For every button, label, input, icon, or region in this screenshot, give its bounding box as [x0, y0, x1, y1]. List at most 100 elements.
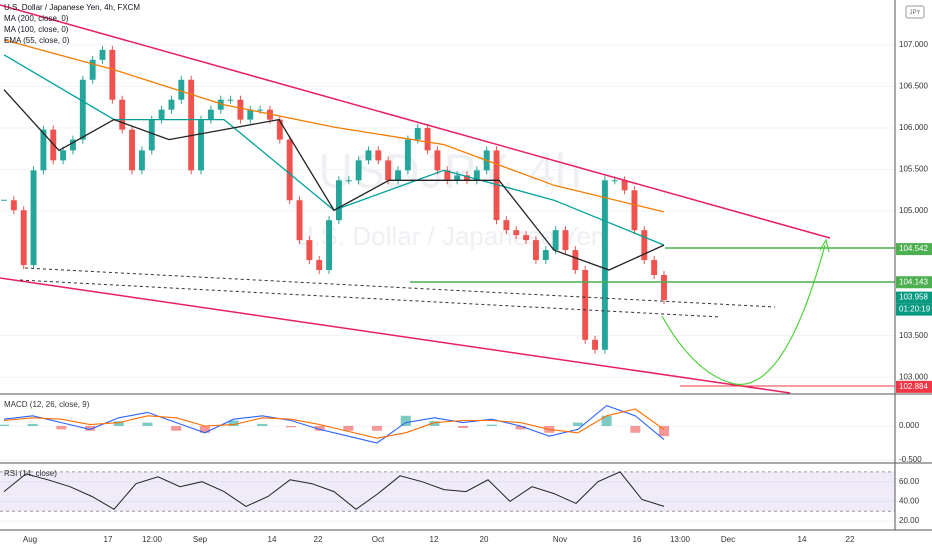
- candle: [473, 170, 480, 181]
- candle: [345, 180, 352, 182]
- time-tick-label: 16: [633, 535, 642, 544]
- candle: [641, 230, 648, 261]
- candle: [158, 109, 165, 120]
- y-tick-label: 103.000: [899, 372, 928, 381]
- candle: [375, 150, 382, 161]
- legend-entry: MA (200, close, 0): [4, 14, 69, 23]
- currency-badge[interactable]: [905, 5, 925, 19]
- candle: [582, 270, 589, 340]
- histogram-bar: [372, 425, 383, 431]
- y-tick-label: 105.500: [899, 165, 928, 174]
- candle: [404, 139, 411, 171]
- candle: [552, 230, 559, 251]
- dashed-line: [19, 279, 721, 318]
- candle: [207, 109, 214, 120]
- histogram-bar: [113, 421, 124, 426]
- countdown: 01:20:19: [899, 305, 931, 314]
- time-tick-label: Nov: [553, 535, 567, 544]
- time-tick-label: Aug: [23, 535, 37, 544]
- time-tick-label: 14: [268, 535, 277, 544]
- candle: [493, 150, 500, 221]
- histogram-bar: [142, 422, 153, 426]
- histogram-bar: [228, 420, 239, 426]
- candle: [257, 109, 264, 111]
- y-tick-label: 103.500: [899, 331, 928, 340]
- rsi-line: [3, 471, 665, 510]
- histogram-bar: [257, 423, 268, 426]
- dashed-line: [24, 267, 776, 308]
- histogram-bar: [429, 421, 440, 426]
- moving-average: [3, 89, 665, 271]
- histogram-bar: [572, 422, 583, 426]
- price-label-box: [896, 291, 932, 304]
- candle: [395, 170, 401, 181]
- time-tick-label: 17: [104, 535, 113, 544]
- candle: [661, 275, 667, 300]
- candle: [513, 230, 520, 236]
- candle: [414, 127, 421, 140]
- candle: [129, 129, 136, 171]
- candle: [631, 190, 638, 231]
- candle: [454, 175, 461, 181]
- watermark-name: U.S. Dollar / Japanese Yen: [295, 221, 606, 251]
- legend-entry: MA (100, close, 0): [4, 25, 69, 34]
- candle: [296, 200, 303, 241]
- candle: [227, 99, 234, 101]
- candle: [651, 260, 658, 276]
- y-tick-label: 106.000: [899, 123, 928, 132]
- candle: [198, 119, 204, 171]
- candle: [30, 170, 37, 266]
- candle: [168, 99, 175, 110]
- histogram-bar: [56, 425, 67, 430]
- candle: [592, 339, 598, 350]
- candle: [335, 180, 342, 221]
- time-tick-label: 22: [846, 535, 855, 544]
- candle: [247, 109, 254, 120]
- candle: [217, 99, 224, 110]
- candle: [40, 129, 47, 171]
- legend-entry: EMA (55, close, 0): [4, 36, 70, 45]
- time-tick-label: 14: [798, 535, 807, 544]
- indicator-title: RSI (14, close): [4, 469, 57, 478]
- candle: [306, 240, 313, 261]
- label-layer: 107.000 106.500 106.000 105.500 105.000 103.5…: [4, 3, 932, 544]
- histogram-bar: [515, 425, 526, 430]
- time-tick-label: 12:00: [142, 535, 163, 544]
- time-tick-label: 13:00: [670, 535, 691, 544]
- y-tick-label: 60.00: [899, 477, 920, 486]
- time-tick-label: 12: [430, 535, 439, 544]
- candle: [70, 139, 76, 151]
- price-label: 102.884: [899, 382, 928, 391]
- candle: [148, 119, 155, 151]
- candle: [434, 150, 441, 171]
- candle: [20, 210, 27, 266]
- moving-average: [3, 39, 665, 213]
- y-tick-label: 107.000: [899, 40, 928, 49]
- histogram-bar: [601, 415, 612, 426]
- histogram-bar: [400, 415, 411, 426]
- histogram-bar: [458, 425, 469, 429]
- candle: [99, 49, 106, 60]
- channel-bottom: [0, 277, 791, 394]
- candle: [572, 250, 579, 271]
- currency-label: JPY: [909, 10, 920, 16]
- candle: [316, 260, 323, 271]
- price-label: 104.542: [899, 244, 928, 253]
- candle: [237, 99, 244, 120]
- time-tick-label: Oct: [372, 535, 385, 544]
- price-label-box: [896, 276, 932, 289]
- time-tick-label: 20: [480, 535, 489, 544]
- rsi-band: [0, 471, 895, 512]
- candle: [611, 180, 618, 182]
- candle: [562, 230, 569, 251]
- candle: [286, 139, 293, 201]
- y-tick-label: 0.000: [899, 421, 920, 430]
- candle: [444, 170, 451, 181]
- candle: [89, 59, 96, 80]
- histogram-bar: [343, 425, 354, 431]
- projection-arrow: [819, 238, 830, 253]
- candle: [188, 79, 195, 171]
- candle: [503, 220, 510, 231]
